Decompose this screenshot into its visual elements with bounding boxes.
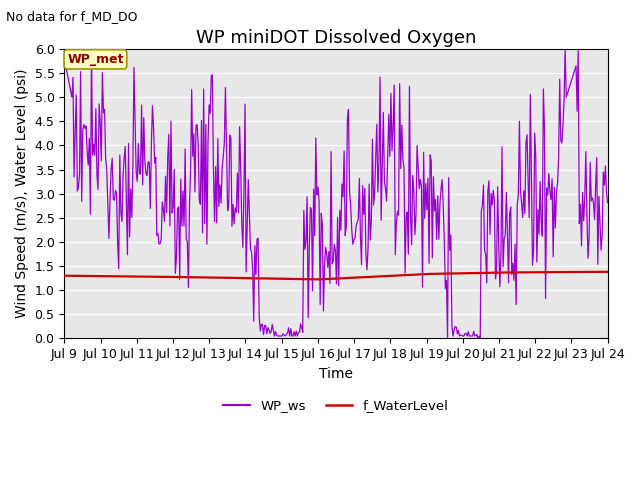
Legend: WP_ws, f_WaterLevel: WP_ws, f_WaterLevel	[218, 394, 454, 418]
Text: No data for f_MD_DO: No data for f_MD_DO	[6, 10, 138, 23]
Title: WP miniDOT Dissolved Oxygen: WP miniDOT Dissolved Oxygen	[196, 29, 476, 48]
Text: WP_met: WP_met	[67, 53, 124, 66]
X-axis label: Time: Time	[319, 367, 353, 381]
Y-axis label: Wind Speed (m/s), Water Level (psi): Wind Speed (m/s), Water Level (psi)	[15, 69, 29, 318]
